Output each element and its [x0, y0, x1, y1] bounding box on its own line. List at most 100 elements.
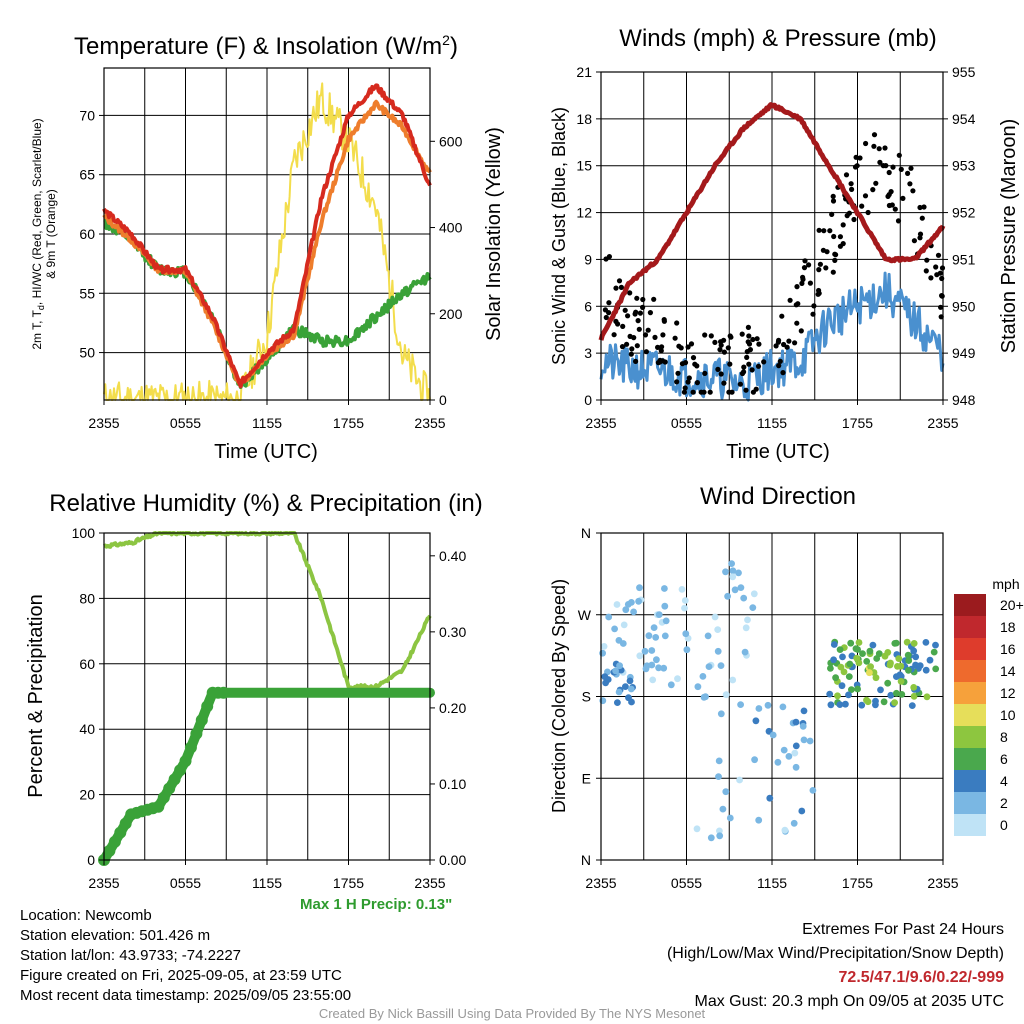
gust-point [780, 370, 786, 376]
direction-point [717, 710, 725, 718]
gust-point [908, 165, 914, 171]
gust-point [851, 216, 857, 223]
y-tick-label-right: 0.30 [439, 624, 466, 640]
y-tick-label: 70 [79, 107, 95, 123]
gust-point [618, 284, 625, 290]
gust-point [655, 360, 662, 366]
gust-point [837, 234, 844, 240]
gust-point [911, 238, 918, 244]
gust-point [718, 342, 724, 348]
gust-point [923, 268, 929, 274]
series-2m-temp [102, 83, 432, 389]
direction-point [869, 641, 877, 649]
title-superscript: 2 [442, 32, 450, 48]
gust-point [862, 193, 869, 199]
direction-point [846, 660, 854, 668]
direction-point [611, 625, 618, 633]
gust-point [857, 155, 863, 161]
direction-point [626, 677, 634, 685]
legend-swatch [954, 770, 986, 792]
y-tick-label-right: 952 [952, 205, 976, 221]
gust-point [873, 180, 879, 186]
panel-title: Wind Direction [700, 483, 856, 510]
direction-point [806, 737, 814, 745]
y-axis-label-right: Station Pressure (Maroon) [998, 119, 1020, 354]
direction-point [880, 698, 888, 706]
direction-point [674, 675, 681, 683]
x-tick-label: 2355 [927, 875, 958, 891]
gust-point [829, 211, 835, 217]
y-tick-label: 60 [79, 656, 95, 672]
precip-point [179, 755, 192, 768]
x-tick-label: 2355 [88, 875, 119, 891]
direction-point [791, 749, 799, 757]
gust-point [606, 300, 612, 306]
gust-point [637, 310, 644, 316]
direction-point [897, 662, 905, 670]
direction-point [645, 632, 653, 640]
direction-point [740, 594, 748, 602]
gust-point [611, 332, 617, 338]
direction-point [636, 584, 643, 592]
gust-point [615, 321, 621, 327]
gust-point [658, 348, 664, 354]
recent-timestamp: Most recent data timestamp: 2025/09/05 2… [20, 987, 352, 1004]
direction-point [845, 673, 853, 680]
gust-point [921, 204, 927, 210]
precip-point [103, 844, 116, 857]
direction-point [838, 682, 846, 690]
x-tick-label: 1755 [842, 415, 873, 431]
gust-point [817, 261, 824, 267]
gust-point [852, 164, 859, 170]
direction-point [662, 617, 670, 625]
y-tick-label: 100 [72, 525, 96, 541]
gust-point [793, 302, 799, 308]
series-solar-insolation [103, 82, 431, 401]
gust-point [702, 332, 708, 338]
gust-point [624, 341, 630, 347]
legend-swatch [954, 792, 986, 814]
direction-point [655, 664, 662, 672]
direction-point [792, 763, 800, 771]
x-tick-label: 1755 [842, 875, 873, 891]
gust-point [876, 146, 882, 152]
precip-point [157, 791, 170, 804]
direction-point [837, 663, 845, 671]
direction-point [628, 599, 635, 606]
y-tick-label: 0 [584, 392, 592, 408]
gust-point [640, 304, 646, 310]
gust-point [871, 132, 878, 138]
y-tick-label: E [582, 770, 591, 786]
direction-point [707, 834, 715, 842]
gust-point [885, 193, 891, 199]
direction-point [619, 640, 627, 647]
direction-point [847, 639, 855, 647]
panel-title: Temperature (F) & Insolation (W/m2) [74, 32, 458, 60]
direction-point [769, 731, 777, 739]
gust-point [660, 332, 666, 338]
gust-point [928, 275, 934, 281]
direction-point [905, 667, 912, 674]
direction-point [612, 667, 619, 675]
direction-points [599, 560, 940, 842]
direction-point [722, 788, 730, 796]
gust-point [746, 341, 753, 347]
gust-point [806, 262, 812, 268]
y-tick-label-right: 953 [952, 158, 976, 174]
direction-point [661, 632, 669, 640]
y-tick-label: 20 [79, 787, 95, 803]
y-tick-label: 6 [584, 298, 592, 314]
max-gust: Max Gust: 20.3 mph On 09/05 at 2035 UTC [694, 993, 1005, 1010]
direction-point [715, 757, 723, 765]
legend-title: mph [992, 576, 1019, 592]
direction-point [887, 691, 895, 699]
gust-point [831, 233, 837, 240]
legend-swatch [954, 682, 986, 704]
x-tick-label: 1755 [333, 415, 364, 431]
gust-point [859, 203, 865, 209]
y-tick-label: N [581, 852, 591, 868]
gust-point [871, 143, 877, 149]
direction-point [903, 638, 911, 646]
direction-point [628, 698, 635, 706]
gust-point [674, 320, 680, 326]
